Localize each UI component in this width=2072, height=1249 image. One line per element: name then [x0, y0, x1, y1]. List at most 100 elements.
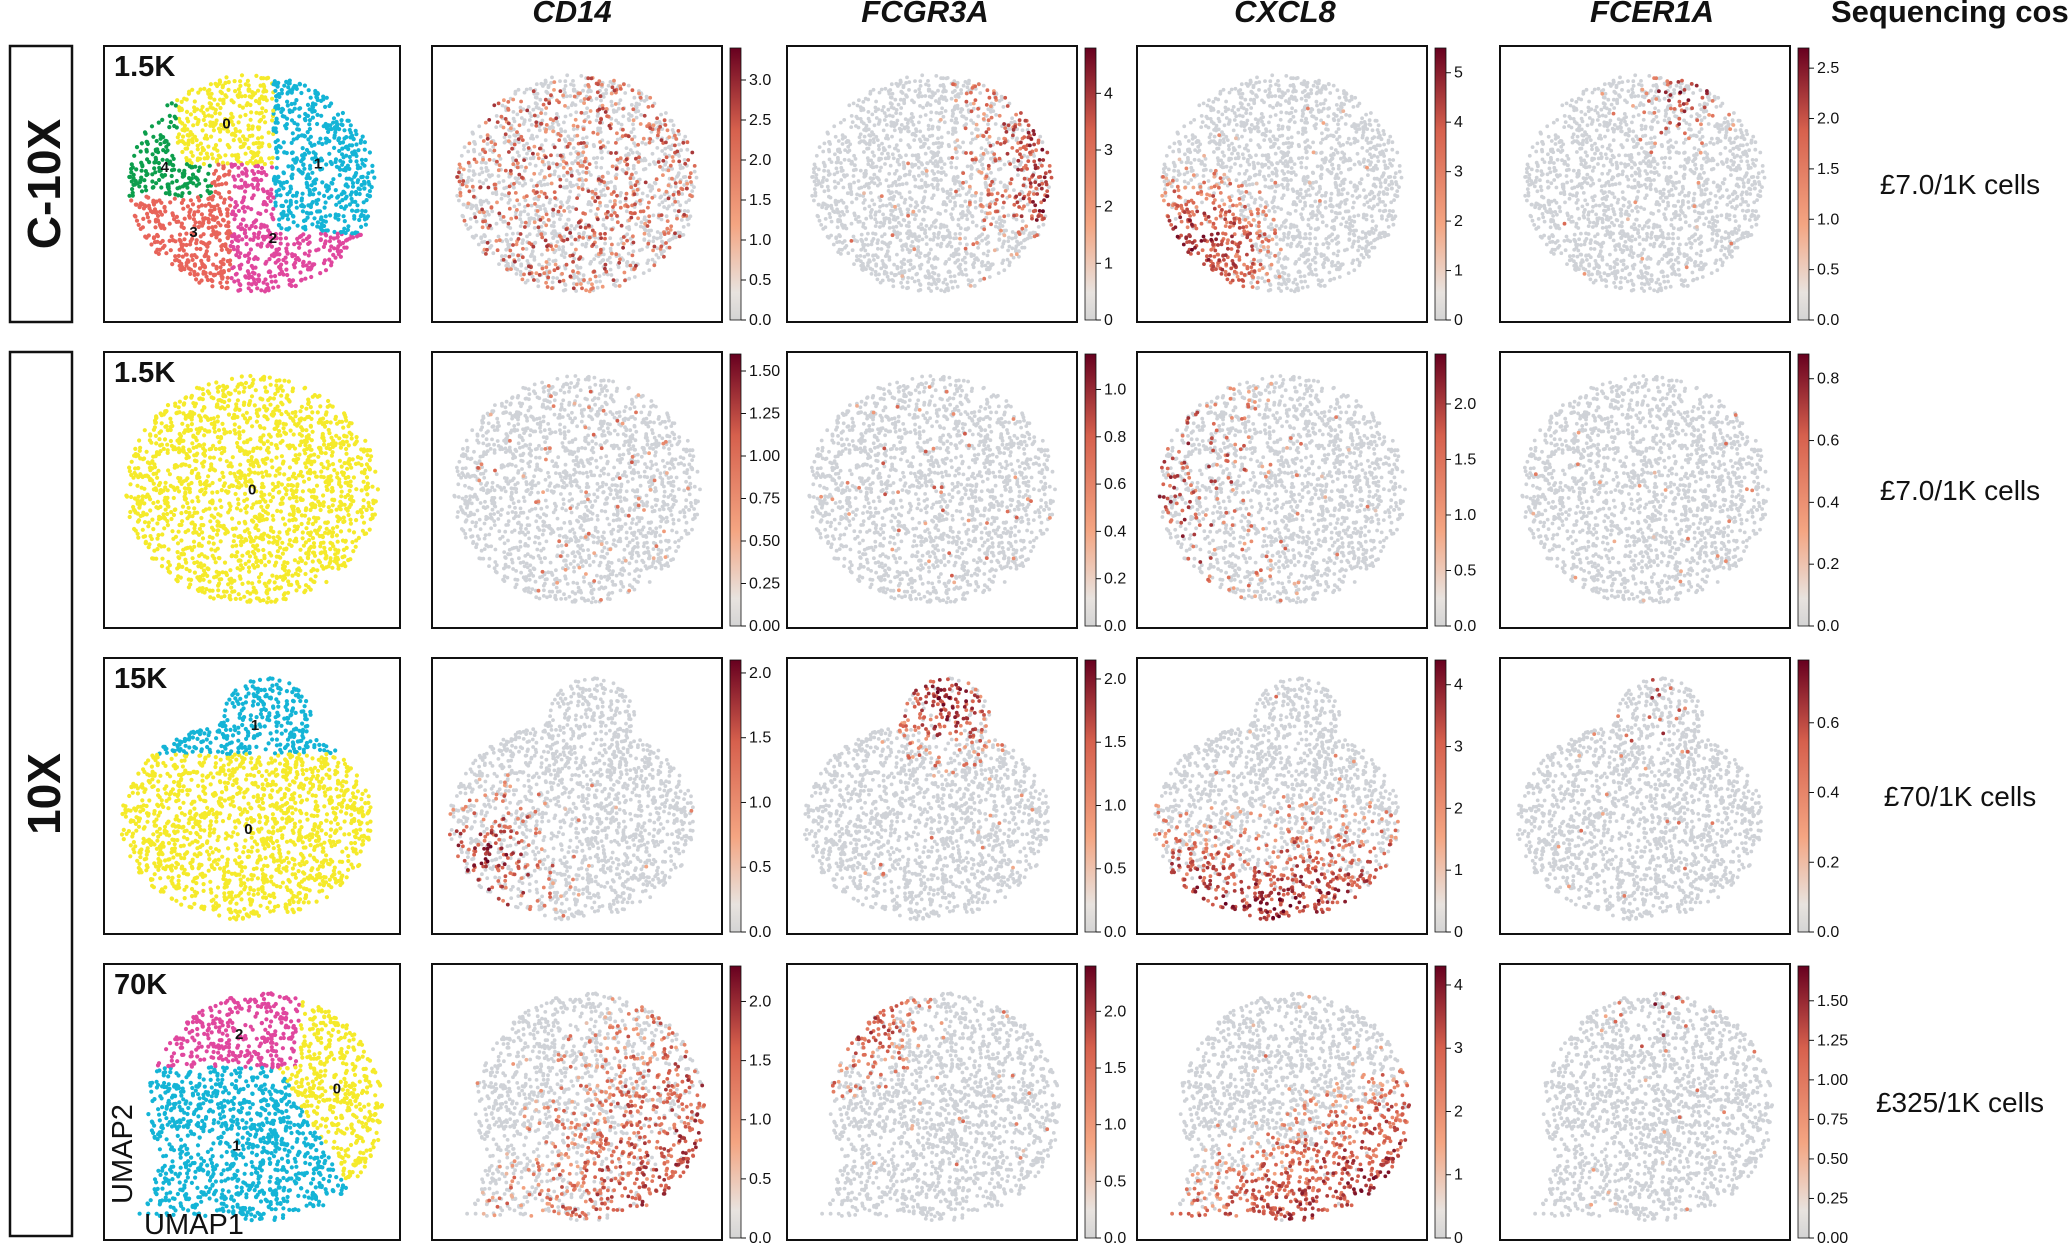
expression-point	[931, 156, 935, 160]
cluster-point	[357, 233, 361, 237]
expression-point	[634, 183, 638, 187]
expression-point	[978, 91, 982, 95]
expression-point	[830, 160, 834, 164]
expression-point	[615, 194, 619, 198]
expression-point	[874, 262, 878, 266]
expression-point	[667, 239, 671, 243]
cluster-point	[249, 150, 253, 154]
cluster-point	[279, 184, 283, 188]
cluster-point	[230, 234, 234, 238]
expression-point	[623, 91, 627, 95]
cluster-point	[303, 153, 307, 157]
expression-panel-fcgr3a: 01234	[787, 46, 1113, 329]
expression-point	[964, 268, 968, 272]
expression-point	[929, 248, 933, 252]
expression-point	[493, 142, 497, 146]
cluster-point	[212, 128, 216, 132]
expression-point	[631, 261, 635, 265]
cluster-point	[177, 169, 181, 173]
expression-point	[517, 154, 521, 158]
cluster-point	[295, 136, 299, 140]
expression-point	[666, 128, 670, 132]
cluster-point	[195, 247, 199, 251]
expression-point	[463, 145, 467, 149]
cluster-point	[254, 74, 258, 78]
cluster-point	[275, 248, 279, 252]
expression-point	[891, 233, 895, 237]
expression-point	[906, 286, 910, 290]
gene-title-cd14: CD14	[532, 0, 611, 29]
expression-point	[887, 184, 891, 188]
expression-point	[637, 160, 641, 164]
cluster-point	[150, 172, 154, 176]
expression-point	[631, 254, 635, 258]
expression-point	[946, 286, 950, 290]
expression-point	[649, 189, 653, 193]
expression-point	[897, 221, 901, 225]
cluster-point	[243, 183, 247, 187]
cluster-point	[279, 204, 283, 208]
expression-point	[592, 156, 596, 160]
expression-point	[685, 148, 689, 152]
cluster-point	[177, 106, 181, 110]
cluster-point	[340, 192, 344, 196]
cluster-point	[354, 171, 358, 175]
expression-point	[544, 239, 548, 243]
cluster-point	[165, 103, 169, 107]
expression-point	[826, 185, 830, 189]
cluster-point	[243, 94, 247, 98]
expression-point	[955, 138, 959, 142]
cluster-point	[213, 122, 217, 126]
expression-point	[636, 216, 640, 220]
expression-point	[1003, 234, 1007, 238]
expression-point	[1016, 173, 1020, 177]
expression-point	[852, 235, 856, 239]
expression-point	[600, 83, 604, 87]
cluster-point	[184, 252, 188, 256]
cluster-point	[281, 108, 285, 112]
expression-point	[502, 98, 506, 102]
expression-point	[611, 85, 615, 89]
expression-point	[835, 167, 839, 171]
expression-point	[879, 221, 883, 225]
expression-point	[907, 80, 911, 84]
expression-point	[635, 106, 639, 110]
cluster-point	[266, 286, 270, 290]
expression-point	[509, 126, 513, 130]
cluster-point	[247, 257, 251, 261]
expression-point	[931, 238, 935, 242]
expression-point	[869, 90, 873, 94]
expression-point	[859, 169, 863, 173]
expression-point	[915, 203, 919, 207]
cluster-point	[350, 197, 354, 201]
expression-point	[985, 268, 989, 272]
cluster-point	[356, 178, 360, 182]
expression-point	[582, 273, 586, 277]
expression-point	[644, 167, 648, 171]
expression-point	[514, 159, 518, 163]
expression-point	[947, 156, 951, 160]
expression-point	[669, 228, 673, 232]
cluster-point	[150, 179, 154, 183]
cluster-point	[219, 244, 223, 248]
expression-point	[621, 107, 625, 111]
expression-point	[613, 89, 617, 93]
expression-point	[458, 163, 462, 167]
expression-point	[563, 130, 567, 134]
expression-point	[618, 284, 622, 288]
expression-point	[966, 85, 970, 89]
expression-point	[479, 135, 483, 139]
expression-point	[664, 123, 668, 127]
cluster-point	[348, 159, 352, 163]
expression-point	[584, 144, 588, 148]
expression-point	[517, 203, 521, 207]
expression-point	[511, 243, 515, 247]
expression-point	[971, 215, 975, 219]
cluster-point	[258, 111, 262, 115]
cluster-point	[202, 232, 206, 236]
expression-point	[533, 220, 537, 224]
expression-point	[860, 240, 864, 244]
cluster-point	[270, 97, 274, 101]
expression-point	[878, 118, 882, 122]
cluster-point	[275, 117, 279, 121]
